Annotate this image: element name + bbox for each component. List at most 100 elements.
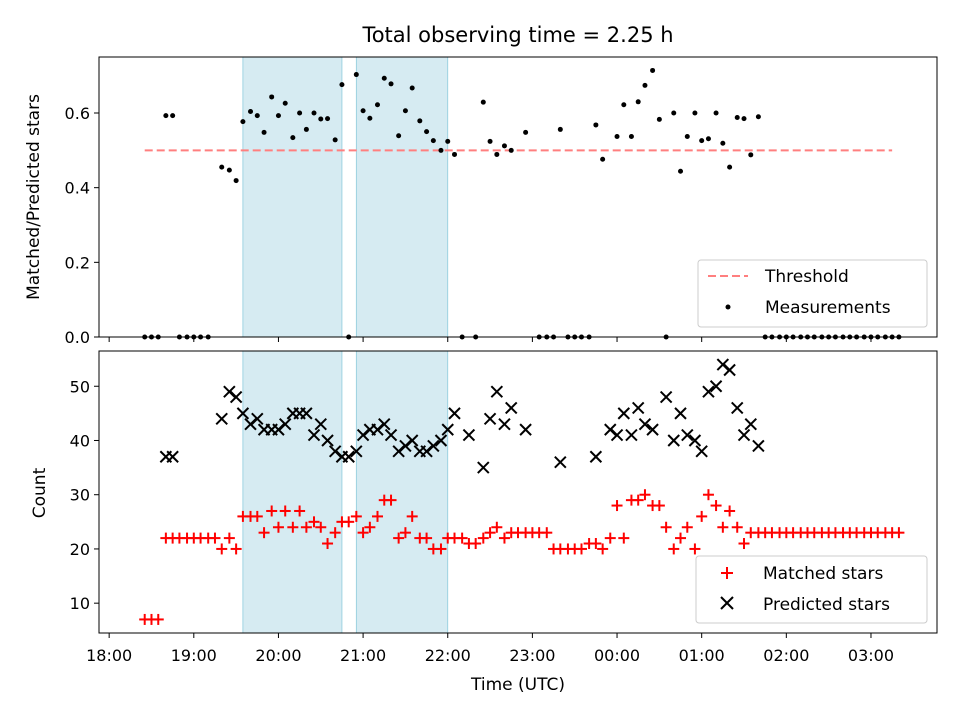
bottom-x-tick-label: 19:00 <box>171 646 217 665</box>
measurement-point <box>275 113 281 119</box>
measurement-point <box>374 102 380 108</box>
measurement-point <box>339 82 345 88</box>
matched-star-point <box>498 532 510 544</box>
measurement-point <box>523 129 529 135</box>
measurement-point <box>557 126 563 132</box>
bottom-x-ticks: 18:00 19:00 20:00 21:00 22:00 23:00 00:00 01:00… <box>86 633 894 665</box>
matched-star-point <box>364 521 376 533</box>
matched-star-point <box>230 543 242 555</box>
measurement-point <box>438 147 444 153</box>
predicted-star-point <box>731 401 744 415</box>
predicted-star-point <box>631 401 645 415</box>
matched-star-point <box>287 521 299 533</box>
matched-star-point <box>209 532 221 544</box>
predicted-star-point <box>737 428 751 442</box>
measurement-point <box>381 75 387 81</box>
predicted-star-point <box>448 407 461 420</box>
measurement-point <box>593 122 599 128</box>
matched-star-point <box>575 543 587 555</box>
bottom-x-tick-label: 20:00 <box>255 646 301 665</box>
measurement-point <box>741 116 747 122</box>
matched-star-point <box>322 538 334 550</box>
chart-title: Total observing time = 2.25 h <box>361 23 673 47</box>
measurements-legend-label: Measurements <box>765 298 891 318</box>
top-y-tick-label: 0.0 <box>65 328 90 347</box>
predicted-star-point <box>625 428 638 442</box>
measurement-point <box>297 110 303 116</box>
matched-star-point <box>435 543 447 555</box>
matched-star-point <box>702 489 714 501</box>
observing-window-shade <box>242 350 343 634</box>
measurement-point <box>409 85 415 91</box>
measurement-point <box>713 110 719 116</box>
measurement-point <box>353 72 359 78</box>
bottom-y-tick-label: 40 <box>70 431 90 450</box>
measurement-point <box>163 113 169 119</box>
matched-star-point <box>717 521 729 533</box>
measurement-point <box>480 99 486 105</box>
matched-star-point <box>357 527 369 539</box>
threshold-legend-label: Threshold <box>764 267 849 287</box>
measurement-point <box>494 151 500 157</box>
predicted-star-point <box>744 418 757 431</box>
matched-legend-label: Matched stars <box>763 564 883 584</box>
bottom-x-tick-label: 02:00 <box>763 646 809 665</box>
measurement-point <box>248 109 254 115</box>
measurement-point <box>628 134 634 140</box>
measurement-point <box>226 167 232 173</box>
measurement-point <box>684 134 690 140</box>
matched-star-point <box>484 527 496 539</box>
measurement-point <box>452 151 458 157</box>
matched-star-point <box>653 500 665 512</box>
measurement-point <box>367 115 373 121</box>
predicted-star-point <box>498 418 511 431</box>
matched-star-point <box>308 516 320 528</box>
top-y-tick-label: 0.2 <box>65 253 90 272</box>
predicted-star-point <box>709 380 723 393</box>
bottom-y-tick-label: 30 <box>70 486 90 505</box>
top-shaded-regions <box>242 56 449 338</box>
bottom-x-tick-label: 23:00 <box>509 646 555 665</box>
measurement-point <box>254 113 260 119</box>
matched-star-point <box>639 489 651 501</box>
measurement-point <box>614 134 620 140</box>
matched-star-point <box>611 500 623 512</box>
matched-legend-swatch <box>721 567 733 579</box>
bottom-x-tick-label: 18:00 <box>86 646 132 665</box>
matched-star-point <box>710 500 722 512</box>
matched-star-point <box>294 505 306 517</box>
measurement-point <box>671 110 677 116</box>
bottom-panel: 10 20 30 40 50 18:00 19:00 20:00 21:00 22:00 23:0… <box>30 350 938 695</box>
measurement-point <box>388 81 394 87</box>
observing-window-shade <box>355 56 449 338</box>
bottom-x-tick-label: 03:00 <box>848 646 894 665</box>
measurement-point <box>332 137 338 143</box>
matched-star-point <box>421 532 433 544</box>
matched-star-point <box>406 510 418 522</box>
measurement-point <box>311 110 317 116</box>
matched-star-point <box>329 527 341 539</box>
matched-star-point <box>393 532 405 544</box>
measurement-point <box>430 138 436 144</box>
matched-star-point <box>893 527 905 539</box>
matched-star-point <box>258 527 270 539</box>
measurement-point <box>678 168 684 174</box>
predicted-star-point <box>236 407 250 420</box>
predicted-star-point <box>378 418 391 431</box>
predicted-star-point <box>166 450 179 463</box>
measurement-point <box>734 114 740 120</box>
measurement-point <box>233 178 239 184</box>
top-axes-frame <box>98 56 938 338</box>
matched-star-point <box>541 527 553 539</box>
matched-star-point <box>350 510 362 522</box>
predicted-star-point <box>667 434 680 447</box>
matched-stars-points <box>139 489 905 625</box>
measurement-point <box>755 114 761 120</box>
matched-star-point <box>152 613 164 625</box>
matched-star-point <box>266 505 278 517</box>
top-x-ticks <box>108 337 872 342</box>
predicted-star-point <box>681 428 694 442</box>
predicted-star-point <box>483 412 497 425</box>
x-axis-label: Time (UTC) <box>470 675 565 695</box>
bottom-x-tick-label: 00:00 <box>594 646 640 665</box>
